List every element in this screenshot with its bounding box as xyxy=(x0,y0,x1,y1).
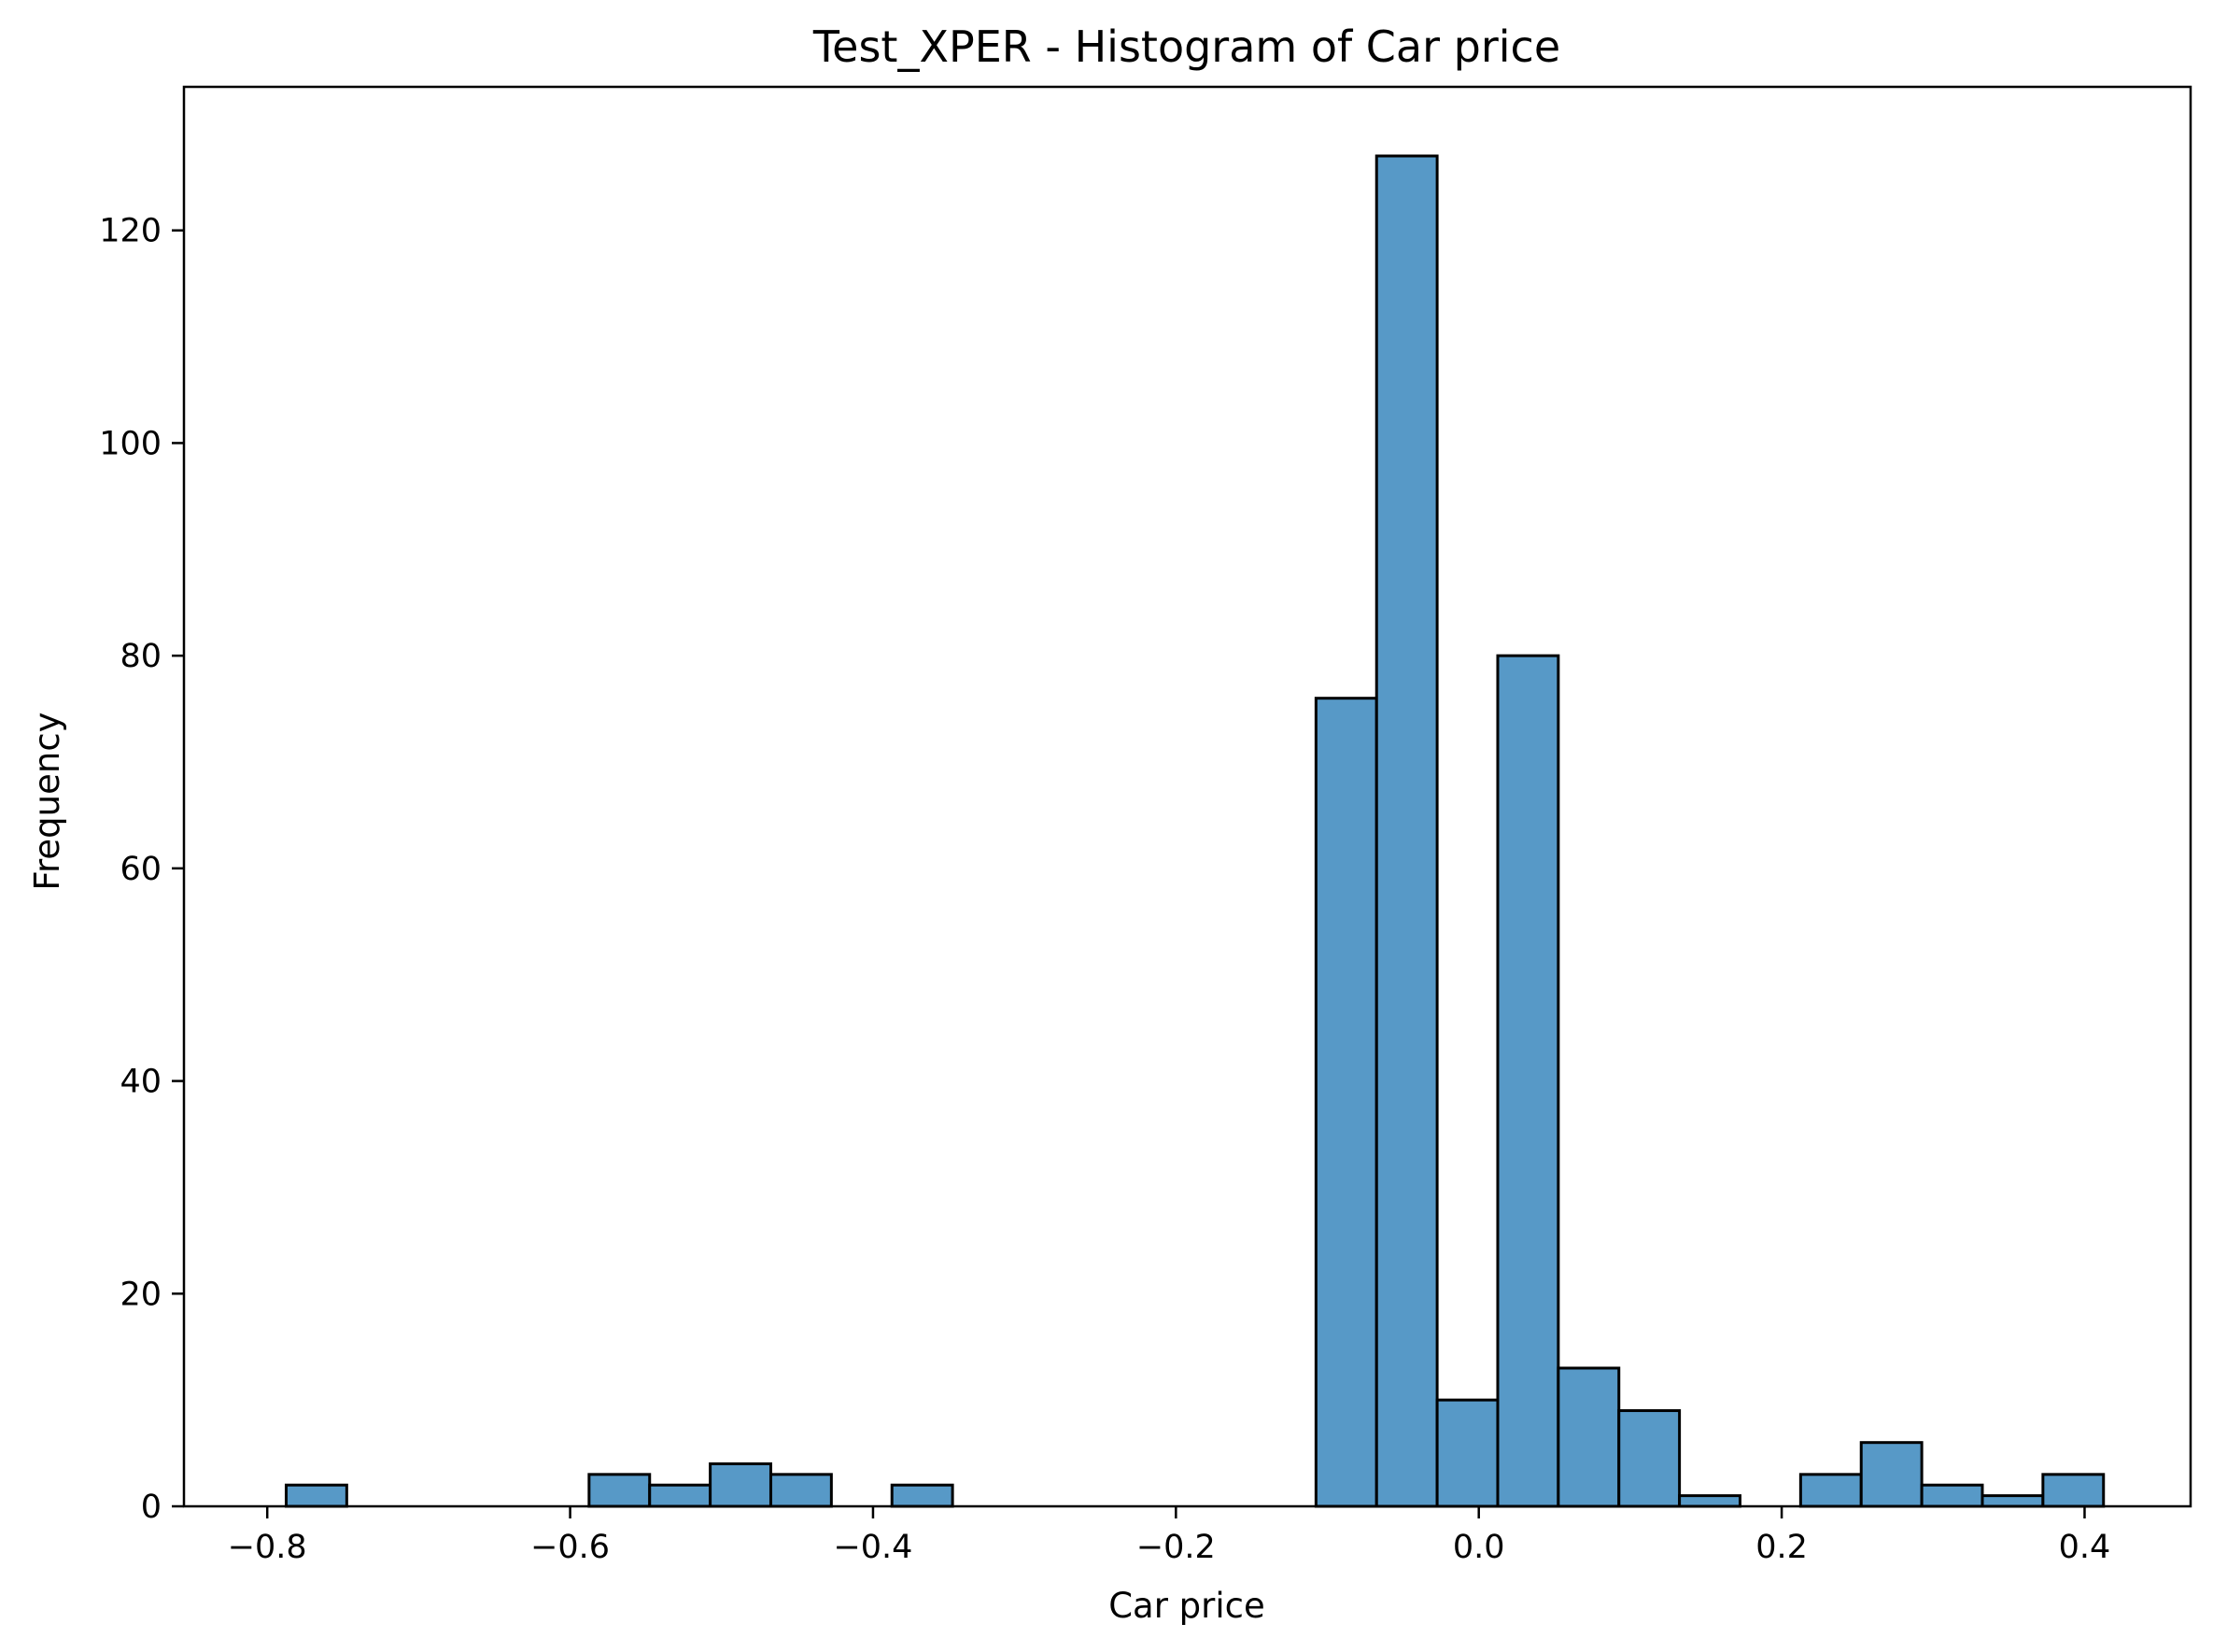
y-tick-label: 120 xyxy=(99,213,162,250)
y-tick-label: 60 xyxy=(120,851,162,888)
histogram-bar xyxy=(1920,1483,1984,1508)
histogram-bar xyxy=(1496,654,1560,1508)
histogram-bar xyxy=(648,1483,712,1508)
x-tick-label: −0.4 xyxy=(833,1529,912,1566)
histogram-bar xyxy=(1617,1409,1682,1508)
histogram-bar xyxy=(1314,697,1378,1508)
x-axis-label: Car price xyxy=(1108,1586,1265,1626)
x-tick-label: 0.4 xyxy=(2059,1529,2111,1566)
bars-group xyxy=(284,154,2106,1508)
histogram-bar xyxy=(1557,1366,1621,1508)
y-axis: 0 20 40 60 80 100 120 xyxy=(99,213,184,1526)
histogram-bar xyxy=(1374,154,1439,1508)
plot-frame xyxy=(182,85,2192,1508)
histogram-bar xyxy=(1678,1494,1741,1508)
y-tick-label: 80 xyxy=(120,638,162,675)
chart-title: Test_XPER - Histogram of Car price xyxy=(812,21,1560,72)
y-tick-label: 20 xyxy=(120,1276,162,1313)
histogram-bar xyxy=(1859,1441,1924,1508)
histogram-bar xyxy=(1980,1494,2045,1508)
histogram-bar xyxy=(768,1473,833,1508)
y-axis-label: Frequency xyxy=(27,712,67,890)
x-tick-label: −0.2 xyxy=(1136,1529,1216,1566)
y-tick-label: 0 xyxy=(141,1489,162,1526)
histogram-bar xyxy=(587,1473,652,1508)
histogram-bar xyxy=(1798,1473,1863,1508)
y-tick-label: 100 xyxy=(99,425,162,462)
x-tick-label: −0.6 xyxy=(530,1529,610,1566)
y-tick-label: 40 xyxy=(120,1064,162,1101)
histogram-bar xyxy=(709,1461,772,1508)
x-tick-label: 0.2 xyxy=(1755,1529,1808,1566)
x-tick-label: −0.8 xyxy=(228,1529,307,1566)
histogram-bar xyxy=(2041,1473,2106,1508)
histogram-bar xyxy=(890,1483,954,1508)
x-tick-label: 0.0 xyxy=(1453,1529,1505,1566)
histogram-bar xyxy=(1435,1398,1500,1508)
histogram-bar xyxy=(284,1483,348,1508)
x-axis: −0.8 −0.6 −0.4 −0.2 0.0 0.2 0.4 xyxy=(228,1506,2111,1566)
